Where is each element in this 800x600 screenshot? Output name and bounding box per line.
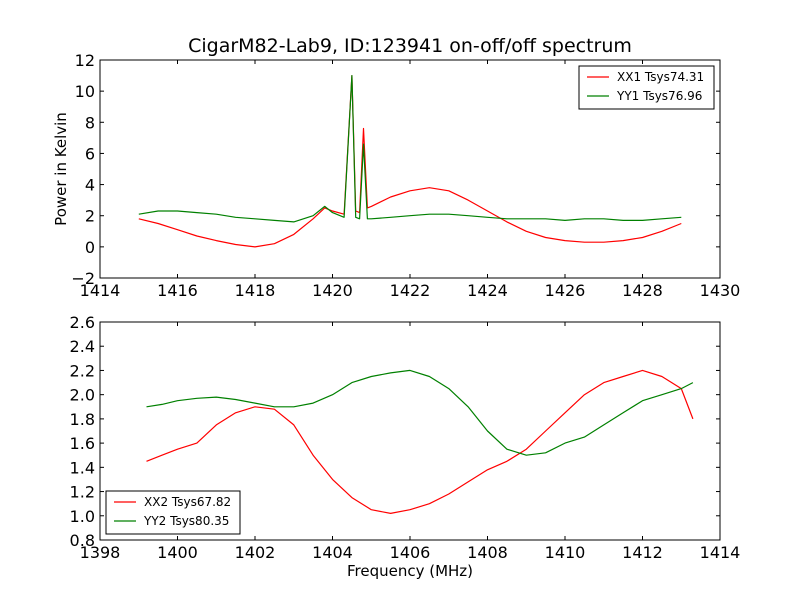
y-tick-label: 6 [85,144,95,163]
y-tick-label: 0 [85,238,95,257]
x-tick-label: 1400 [157,543,198,562]
legend-box [578,65,715,110]
series-line-1-2 [138,74,682,223]
series-line-2-2 [146,369,694,456]
x-tick-label: 1428 [622,281,663,300]
x-tick-label: 1404 [312,543,353,562]
y-tick-label: 1.8 [70,410,95,429]
y-tick-label: 1.6 [70,434,95,453]
y-tick-label: 2 [85,207,95,226]
legend-entry-label: XX1 Tsys74.31 [617,70,704,84]
legend-box [105,490,241,535]
x-tick-label: 1402 [235,543,276,562]
legend-1: XX1 Tsys74.31 YY1 Tsys76.96 [578,65,715,110]
panel-2: 1398 1400 1402 1404 1406 1408 1410 1412 1414 0.8 1… [70,313,741,580]
legend-2: XX2 Tsys67.82 YY2 Tsys80.35 [105,490,241,535]
x-tick-label: 1406 [390,543,431,562]
x-tick-label: 1414 [700,543,741,562]
x-axis-label: Frequency (MHz) [347,562,473,580]
y-tick-label: 8 [85,113,95,132]
series-line-2-1 [146,369,694,515]
y-axis-label: Power in Kelvin [52,112,70,226]
x-tick-label: 1430 [700,281,741,300]
y-tick-label: 1.4 [70,458,95,477]
y-tick-label: 2.4 [70,337,95,356]
legend-entry-label: YY2 Tsys80.35 [143,514,229,528]
y-tick-label: 1.0 [70,507,95,526]
x-tick-label: 1420 [312,281,353,300]
y-tick-label: 1.2 [70,483,95,502]
x-tick-label: 1416 [157,281,198,300]
x-tick-label: 1418 [235,281,276,300]
legend-entry-label: YY1 Tsys76.96 [616,89,702,103]
y-tick-label: 2.0 [70,386,95,405]
x-tick-label: 1422 [390,281,431,300]
x-tick-label: 1412 [622,543,663,562]
x-tick-label: 1408 [467,543,508,562]
x-tick-label: 1398 [80,543,121,562]
y-tick-label: 12 [75,51,95,70]
x-tick-label: 1414 [80,281,121,300]
y-tick-label: 0.8 [70,531,95,550]
y-tick-label: −2 [71,269,95,288]
chart-title: CigarM82-Lab9, ID:123941 on-off/off spec… [188,35,632,57]
y-tick-label: 10 [75,82,95,101]
y-tick-label: 4 [85,176,95,195]
x-tick-label: 1424 [467,281,508,300]
legend-entry-label: XX2 Tsys67.82 [144,495,231,509]
panel-1: 1414 1416 1418 1420 1422 1424 1426 1428 1430 −2 0 2… [52,35,740,300]
x-tick-label: 1426 [545,281,586,300]
y-tick-label: 2.2 [70,361,95,380]
x-tick-label: 1410 [545,543,586,562]
y-tick-label: 2.6 [70,313,95,332]
